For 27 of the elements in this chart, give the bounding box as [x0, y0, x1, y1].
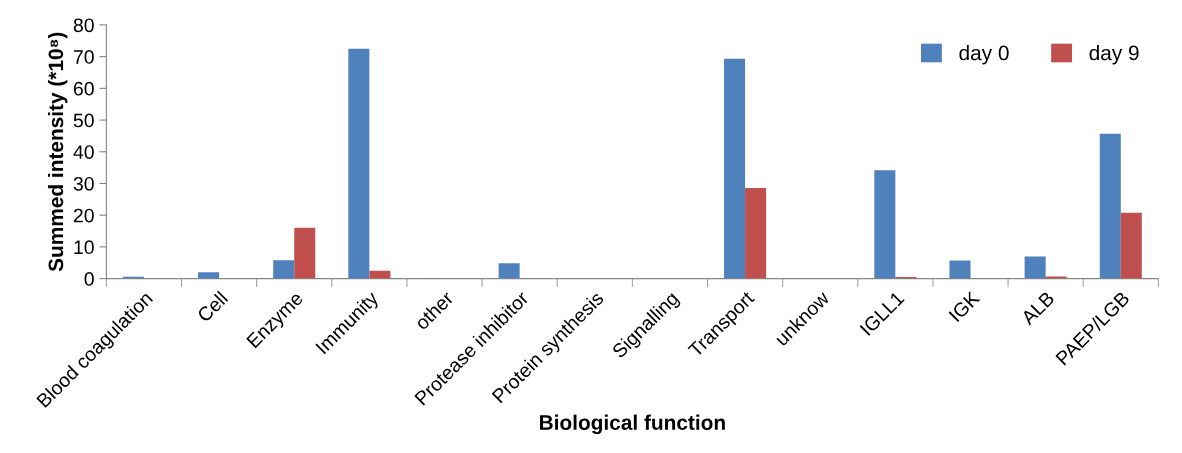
legend-label: day 9 [1089, 45, 1139, 65]
y-tick-label: 80 [73, 18, 94, 33]
bar [348, 48, 370, 279]
y-tick-label: 60 [73, 81, 94, 96]
bar [745, 187, 767, 279]
bar [1099, 133, 1121, 279]
y-tick-label: 40 [73, 145, 94, 159]
bar [949, 260, 971, 279]
x-tick-label: Cell [196, 290, 229, 323]
bar [294, 227, 316, 279]
bar [724, 58, 746, 279]
bar [198, 272, 220, 279]
y-tick-label: 70 [73, 50, 94, 64]
bar [1024, 256, 1046, 279]
y-axis-title: Summed intensity (*10⁸) [47, 32, 68, 272]
bar [874, 170, 896, 279]
y-tick-label: 20 [73, 208, 94, 223]
bar [498, 263, 520, 279]
y-tick-label: 30 [73, 176, 94, 191]
bar [1120, 212, 1142, 279]
x-axis-title: Biological function [540, 414, 725, 435]
y-tick-label: 50 [73, 113, 94, 128]
bar [273, 260, 295, 279]
legend-label: day 0 [959, 45, 1009, 65]
y-tick-label: 0 [84, 272, 94, 286]
y-tick-label: 10 [74, 240, 94, 255]
x-tick-label: IGK [948, 290, 981, 323]
